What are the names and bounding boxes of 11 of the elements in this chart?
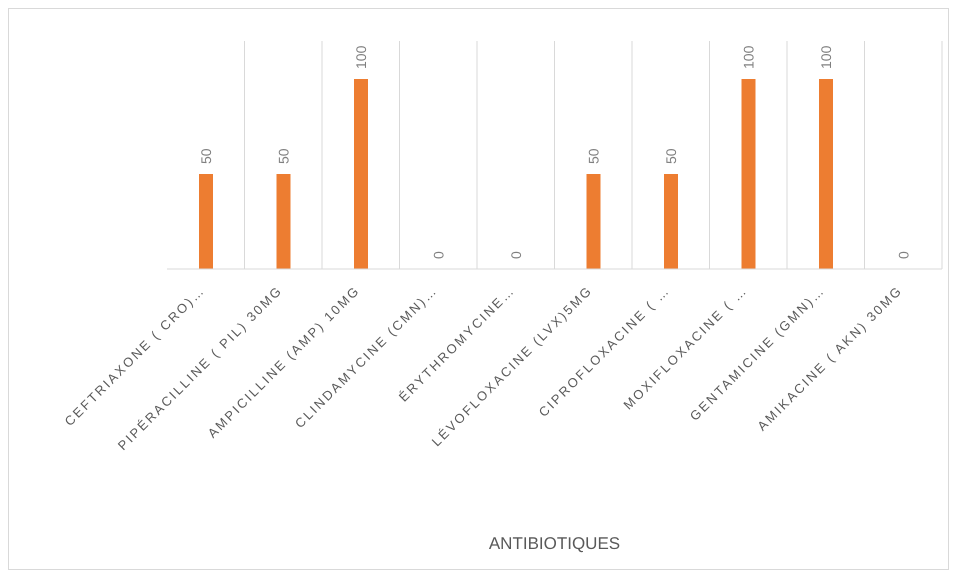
data-label: 0	[508, 251, 524, 259]
data-label: 50	[586, 148, 602, 164]
data-label: 100	[353, 45, 369, 69]
data-label: 0	[896, 251, 912, 259]
data-label: 50	[198, 148, 214, 164]
data-label: 100	[818, 45, 834, 69]
x-axis-title: ANTIBIOTIQUES	[488, 534, 620, 553]
data-label: 50	[663, 148, 679, 164]
data-label: 100	[740, 45, 756, 69]
data-label: 0	[430, 251, 446, 259]
data-label: 50	[276, 148, 292, 164]
